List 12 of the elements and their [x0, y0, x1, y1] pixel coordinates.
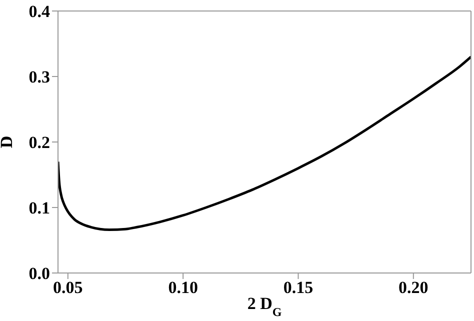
x-tick-label: 0.15: [283, 278, 314, 298]
y-tick-label: 0.0: [28, 264, 50, 284]
y-axis-title: D: [0, 136, 16, 148]
y-tick-label: 0.4: [28, 2, 50, 22]
y-tick-label: 0.1: [28, 198, 50, 218]
y-tick-label: 0.3: [28, 68, 50, 87]
x-tick-label: 0.10: [168, 278, 198, 298]
x-tick-label: 0.20: [398, 278, 428, 298]
x-tick-label: 0.05: [53, 278, 83, 298]
line-series: [58, 56, 471, 232]
x-axis-title: 2 D$_{G}$: [247, 294, 282, 319]
y-tick-label: 0.2: [28, 133, 50, 152]
